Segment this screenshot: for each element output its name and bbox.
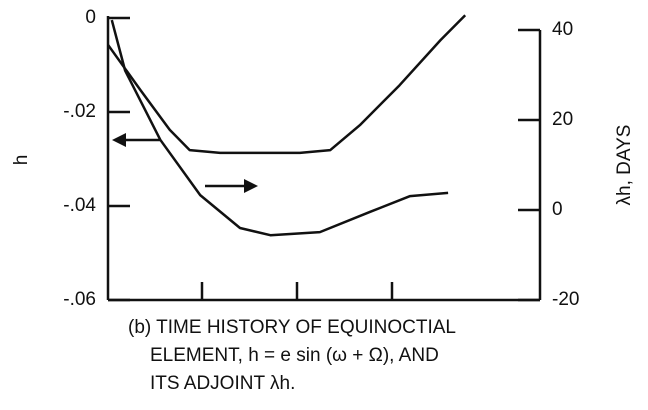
arrow-head [112, 133, 126, 147]
caption: ITS ADJOINT λh. [150, 373, 295, 394]
y-tick-label: 0 [85, 7, 96, 28]
line [106, 14, 467, 155]
arrows [112, 133, 258, 193]
y-axis-label: h [11, 155, 32, 166]
y2-axis-label: λh, DAYS [614, 125, 635, 206]
y-tick-label: -.02 [63, 101, 96, 122]
caption: ELEMENT, h = e sin (ω + Ω), AND [150, 345, 439, 366]
y2-tick-label: 20 [552, 109, 573, 130]
y2-tick-label: 40 [552, 19, 573, 40]
axes [106, 16, 542, 302]
y-tick-label: -.04 [63, 195, 96, 216]
arrow-head [244, 179, 258, 193]
caption: (b) TIME HISTORY OF EQUINOCTIAL [128, 317, 456, 338]
y2-tick-label: 0 [552, 199, 563, 220]
y-tick-label: -.06 [63, 289, 96, 310]
y2-tick-label: -20 [552, 289, 579, 310]
line [110, 19, 449, 237]
